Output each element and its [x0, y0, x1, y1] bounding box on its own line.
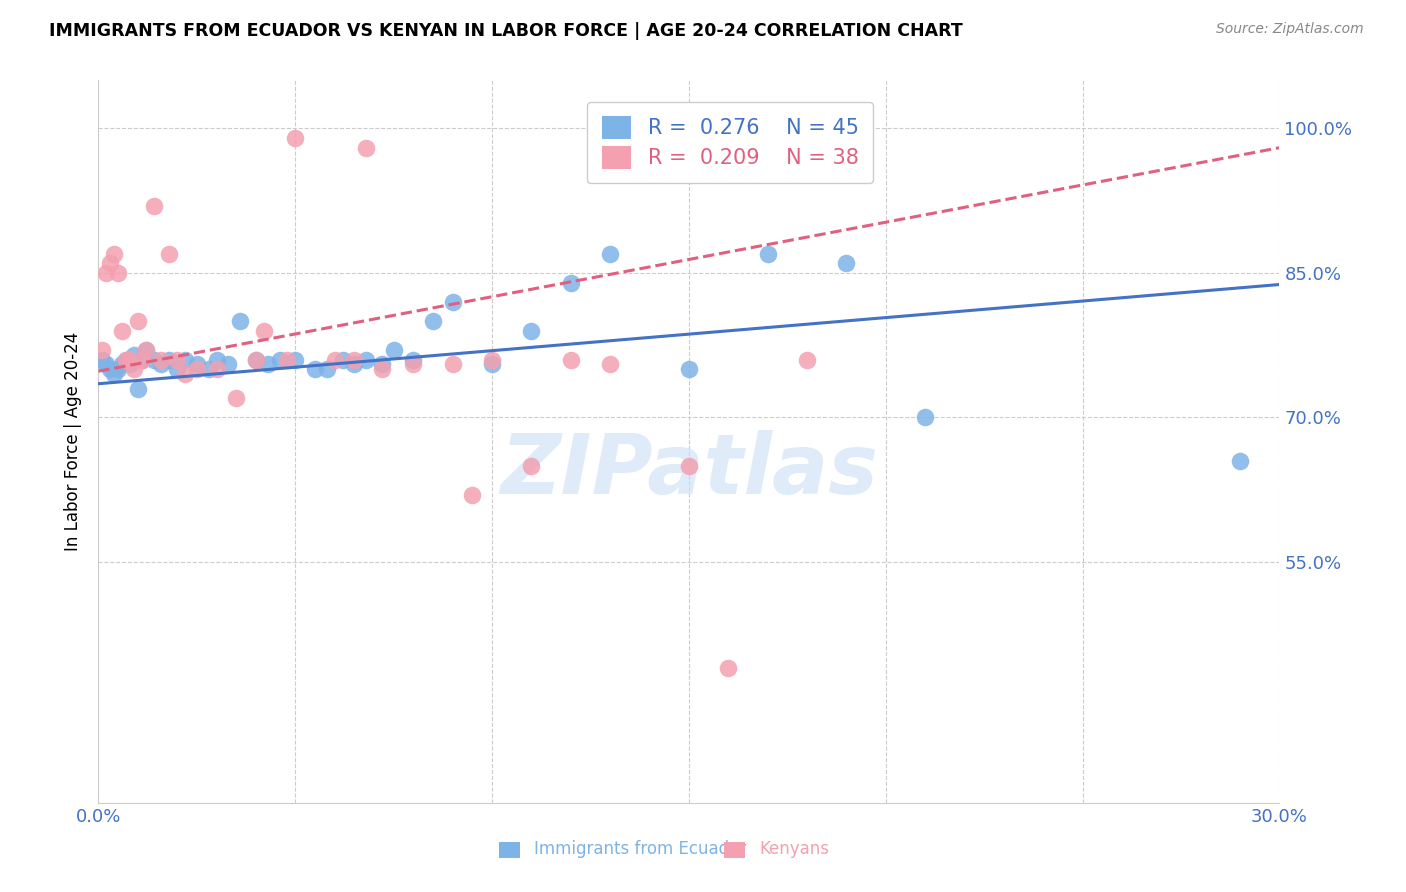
Point: [678, 362, 700, 376]
Point: [96, 266, 118, 280]
Point: [371, 358, 394, 372]
Point: [560, 352, 582, 367]
Point: [481, 358, 503, 372]
Point: [225, 391, 247, 405]
Point: [103, 367, 125, 381]
Point: [131, 352, 153, 367]
Point: [245, 352, 267, 367]
Point: [323, 352, 346, 367]
Point: [98, 256, 121, 270]
Point: [371, 362, 394, 376]
Point: [127, 382, 149, 396]
Point: [461, 487, 484, 501]
Point: [481, 352, 503, 367]
Point: [197, 362, 219, 376]
Point: [354, 352, 377, 367]
Point: [756, 246, 779, 260]
Point: [131, 352, 153, 367]
Point: [111, 358, 134, 372]
Point: [166, 352, 188, 367]
Point: [354, 141, 377, 155]
Y-axis label: In Labor Force | Age 20-24: In Labor Force | Age 20-24: [65, 332, 83, 551]
Point: [103, 246, 125, 260]
Point: [150, 358, 173, 372]
Point: [217, 358, 239, 372]
Point: [166, 362, 188, 376]
Point: [520, 458, 543, 473]
Point: [402, 352, 425, 367]
Point: [520, 324, 543, 338]
Point: [229, 314, 252, 328]
Point: [717, 661, 740, 675]
Text: Immigrants from Ecuador: Immigrants from Ecuador: [534, 840, 747, 858]
Point: [269, 352, 291, 367]
Point: [205, 352, 228, 367]
Point: [174, 367, 197, 381]
Point: [96, 358, 118, 372]
Point: [91, 343, 114, 357]
Point: [122, 362, 145, 376]
Point: [115, 352, 138, 367]
Text: ZIPatlas: ZIPatlas: [501, 430, 877, 511]
Point: [284, 352, 307, 367]
Point: [1229, 454, 1251, 468]
Point: [91, 352, 114, 367]
Legend: R =  0.276    N = 45, R =  0.209    N = 38: R = 0.276 N = 45, R = 0.209 N = 38: [588, 102, 873, 184]
Point: [122, 348, 145, 362]
Point: [276, 352, 298, 367]
Point: [343, 358, 366, 372]
Point: [107, 362, 129, 376]
Point: [796, 352, 818, 367]
Point: [118, 358, 141, 372]
Point: [678, 458, 700, 473]
Point: [127, 314, 149, 328]
Point: [599, 358, 621, 372]
Point: [245, 352, 267, 367]
Point: [142, 198, 165, 212]
Point: [107, 266, 129, 280]
Point: [135, 343, 157, 357]
Point: [111, 324, 134, 338]
Point: [115, 352, 138, 367]
Point: [186, 362, 208, 376]
Text: IMMIGRANTS FROM ECUADOR VS KENYAN IN LABOR FORCE | AGE 20-24 CORRELATION CHART: IMMIGRANTS FROM ECUADOR VS KENYAN IN LAB…: [49, 22, 963, 40]
Point: [142, 352, 165, 367]
Point: [835, 256, 858, 270]
Point: [315, 362, 337, 376]
Text: Source: ZipAtlas.com: Source: ZipAtlas.com: [1216, 22, 1364, 37]
Point: [441, 294, 464, 309]
Point: [98, 362, 121, 376]
Point: [253, 324, 276, 338]
Point: [157, 246, 180, 260]
Point: [256, 358, 278, 372]
Point: [304, 362, 326, 376]
Point: [441, 358, 464, 372]
Point: [135, 343, 157, 357]
Point: [422, 314, 444, 328]
Point: [150, 352, 173, 367]
Point: [186, 358, 208, 372]
Point: [382, 343, 405, 357]
Point: [118, 352, 141, 367]
Point: [402, 358, 425, 372]
Point: [914, 410, 936, 425]
Point: [284, 131, 307, 145]
Point: [174, 352, 197, 367]
Point: [332, 352, 354, 367]
Point: [599, 246, 621, 260]
Point: [157, 352, 180, 367]
Point: [560, 276, 582, 290]
Text: Kenyans: Kenyans: [759, 840, 830, 858]
Point: [343, 352, 366, 367]
Point: [205, 362, 228, 376]
